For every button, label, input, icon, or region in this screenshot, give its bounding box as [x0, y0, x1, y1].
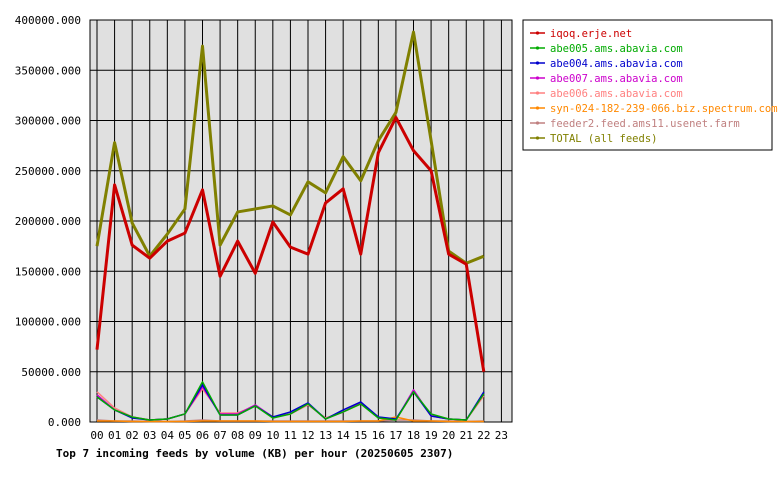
- y-tick-label: 150000.000: [15, 265, 81, 278]
- y-tick-label: 0.000: [48, 416, 81, 429]
- y-tick-label: 400000.000: [15, 14, 81, 27]
- x-tick-label: 10: [266, 429, 279, 442]
- legend-swatch-marker: [535, 61, 540, 65]
- x-tick-label: 11: [284, 429, 297, 442]
- x-tick-label: 18: [407, 429, 420, 442]
- x-axis-ticks: 00 01 02 03 04 05 06 07 08 09 10 11 12 13 14 15 16 17 18 19…: [90, 429, 508, 442]
- y-axis-ticks: 0.000 50000.000 100000.000 150000.000 200000…: [15, 14, 81, 429]
- legend-swatch-marker: [535, 136, 540, 140]
- x-tick-label: 03: [143, 429, 156, 442]
- x-tick-label: 07: [213, 429, 226, 442]
- y-tick-label: 200000.000: [15, 215, 81, 228]
- legend-box: [522, 19, 773, 151]
- x-tick-label: 23: [495, 429, 508, 442]
- x-tick-label: 04: [161, 429, 175, 442]
- x-tick-label: 00: [90, 429, 103, 442]
- x-tick-label: 17: [389, 429, 402, 442]
- legend-label: TOTAL (all feeds): [550, 133, 657, 145]
- legend-swatch-marker: [535, 106, 540, 110]
- y-tick-label: 50000.000: [21, 366, 81, 379]
- x-tick-label: 05: [178, 429, 191, 442]
- series-line-0: [95, 115, 486, 372]
- legend-swatch-marker: [535, 31, 540, 35]
- x-tick-label: 06: [196, 429, 209, 442]
- legend-label: abe004.ams.abavia.com: [550, 58, 683, 70]
- y-tick-label: 100000.000: [15, 316, 81, 329]
- legend-label: iqoq.erje.net: [550, 28, 632, 40]
- y-tick-label: 350000.000: [15, 64, 81, 77]
- legend-label: abe006.ams.abavia.com: [550, 88, 683, 100]
- legend-label: abe007.ams.abavia.com: [550, 73, 683, 85]
- legend-swatch-marker: [535, 121, 540, 125]
- legend-swatch-marker: [535, 76, 540, 80]
- y-tick-label: 300000.000: [15, 115, 81, 128]
- series-lines: [95, 30, 486, 423]
- legend-label: syn-024-182-239-066.biz.spectrum.com: [550, 103, 778, 115]
- x-tick-label: 13: [319, 429, 332, 442]
- x-tick-label: 21: [460, 429, 473, 442]
- x-tick-label: 15: [354, 429, 367, 442]
- series-line-1: [96, 381, 485, 421]
- x-tick-label: 01: [108, 429, 121, 442]
- legend-label: abe005.ams.abavia.com: [550, 43, 683, 55]
- legend-swatch-marker: [535, 46, 540, 50]
- legend-swatch-marker: [535, 91, 540, 95]
- x-tick-label: 22: [477, 429, 490, 442]
- series-line-5: [97, 416, 484, 423]
- x-tick-label: 14: [337, 429, 351, 442]
- x-tick-label: 20: [442, 429, 455, 442]
- x-tick-label: 08: [231, 429, 244, 442]
- x-tick-label: 16: [372, 429, 385, 442]
- chart-title: Top 7 incoming feeds by volume (KB) per …: [56, 447, 453, 460]
- x-tick-label: 12: [301, 429, 314, 442]
- x-tick-label: 02: [126, 429, 139, 442]
- legend-label: feeder2.feed.ams11.usenet.farm: [550, 118, 740, 130]
- legend: iqoq.erje.net abe005.ams.abavia.com abe004…: [522, 19, 778, 151]
- series-line-7: [95, 30, 485, 265]
- x-tick-label: 19: [424, 429, 437, 442]
- y-tick-label: 250000.000: [15, 165, 81, 178]
- x-tick-label: 09: [249, 429, 262, 442]
